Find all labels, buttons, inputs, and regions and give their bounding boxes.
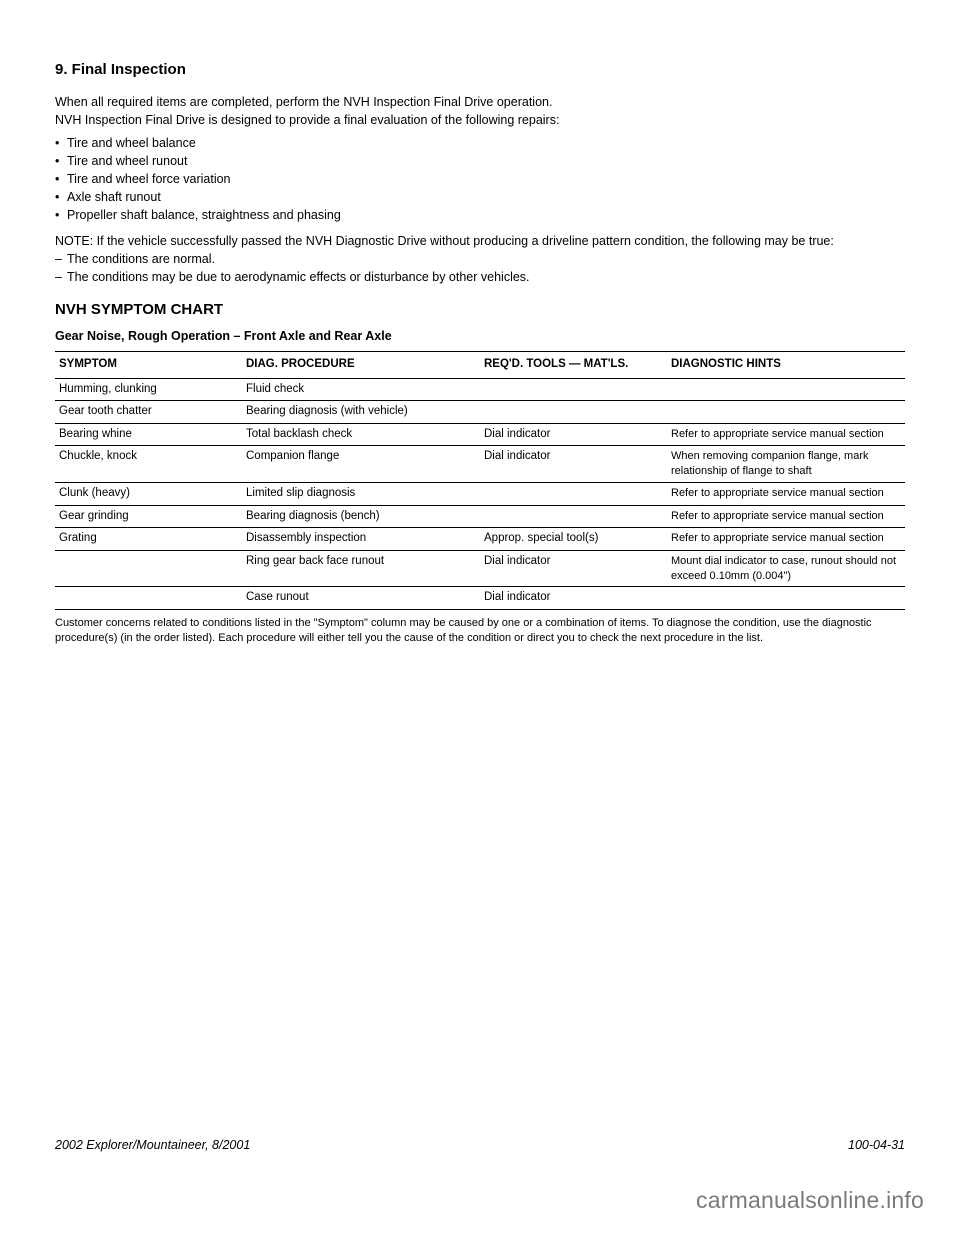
note-item: The conditions may be due to aerodynamic… [55,269,905,286]
table-row: Gear tooth chatterBearing diagnosis (wit… [55,401,905,424]
table-remark: Customer concerns related to conditions … [55,616,905,646]
symptom-table: SYMPTOM DIAG. PROCEDURE REQ'D. TOOLS — M… [55,351,905,610]
bullet-item: Tire and wheel balance [55,135,905,152]
bullet-item: Tire and wheel runout [55,153,905,170]
table-row: Chuckle, knockCompanion flangeDial indic… [55,446,905,483]
note-item: The conditions are normal. [55,251,905,268]
bullet-item: Axle shaft runout [55,189,905,206]
table-body: Humming, clunkingFluid check Gear tooth … [55,378,905,609]
bullet-item: Propeller shaft balance, straightness an… [55,207,905,224]
footer-left: 2002 Explorer/Mountaineer, 8/2001 [55,1137,250,1154]
th-tools: REQ'D. TOOLS — MAT'LS. [480,352,667,379]
table-row: Ring gear back face runoutDial indicator… [55,550,905,587]
intro-block: When all required items are completed, p… [55,94,905,129]
sub-heading: Gear Noise, Rough Operation – Front Axle… [55,328,905,345]
th-symptom: SYMPTOM [55,352,242,379]
table-row: Humming, clunkingFluid check [55,378,905,401]
table-row: GratingDisassembly inspectionApprop. spe… [55,528,905,551]
th-hints: DIAGNOSTIC HINTS [667,352,905,379]
table-row: Bearing whineTotal backlash checkDial in… [55,423,905,446]
footer-right: 100-04-31 [848,1137,905,1154]
bullet-item: Tire and wheel force variation [55,171,905,188]
table-row: Gear grindingBearing diagnosis (bench)Re… [55,505,905,528]
section-title: 9. Final Inspection [55,60,905,80]
chart-title: NVH SYMPTOM CHART [55,300,905,320]
note-block: NOTE: If the vehicle successfully passed… [55,233,905,286]
note-lead: NOTE: If the vehicle successfully passed… [55,234,834,248]
intro-line: NVH Inspection Final Drive is designed t… [55,112,905,129]
page-footer: 2002 Explorer/Mountaineer, 8/2001 100-04… [55,1137,905,1154]
watermark: carmanualsonline.info [696,1185,924,1216]
th-procedure: DIAG. PROCEDURE [242,352,480,379]
table-row: Case runoutDial indicator [55,587,905,610]
table-row: Clunk (heavy)Limited slip diagnosisRefer… [55,483,905,506]
repair-bullets: Tire and wheel balance Tire and wheel ru… [55,135,905,223]
table-header-row: SYMPTOM DIAG. PROCEDURE REQ'D. TOOLS — M… [55,352,905,379]
intro-line: When all required items are completed, p… [55,94,905,111]
